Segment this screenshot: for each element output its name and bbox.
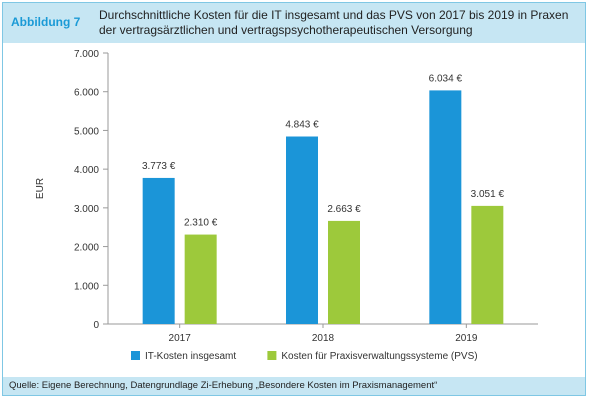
bar-chart: 0 1.000 2.000 3.000 4.000 5.000 6.000 7.000 EUR 3… — [35, 49, 538, 362]
x-tick-label: 2017 — [169, 333, 192, 344]
y-tick-label: 1.000 — [74, 281, 99, 292]
bar — [471, 205, 504, 324]
y-tick-label: 5.000 — [74, 126, 99, 137]
y-tick-label: 6.000 — [74, 88, 99, 99]
legend-swatch — [267, 351, 277, 360]
data-label: 6.034 € — [429, 73, 463, 84]
chart-area: 0 1.000 2.000 3.000 4.000 5.000 6.000 7.000 EUR 3… — [3, 43, 585, 379]
data-label: 2.663 € — [327, 204, 361, 215]
figure-header: Abbildung 7 Durchschnittliche Kosten für… — [3, 3, 585, 43]
bar — [286, 136, 318, 324]
data-label: 2.310 € — [184, 218, 218, 229]
y-tick-label: 0 — [93, 320, 99, 331]
y-tick-label: 2.000 — [74, 243, 99, 254]
y-axis-label: EUR — [35, 178, 46, 199]
figure-title: Durchschnittliche Kosten für die IT insg… — [99, 8, 569, 37]
legend-label: IT-Kosten insgesamt — [145, 351, 236, 362]
data-label: 3.773 € — [142, 161, 176, 172]
data-label: 4.843 € — [285, 120, 319, 131]
legend-label: Kosten für Praxisverwaltungssysteme (PVS… — [281, 351, 477, 362]
y-tick-label: 3.000 — [74, 204, 99, 215]
x-tick-label: 2018 — [312, 333, 335, 344]
y-tick-label: 7.000 — [74, 49, 99, 60]
x-tick-label: 2019 — [455, 333, 478, 344]
figure-frame: Abbildung 7 Durchschnittliche Kosten für… — [2, 2, 586, 396]
data-label: 3.051 € — [471, 189, 505, 200]
figure-footer: Quelle: Eigene Berechnung, Datengrundlag… — [3, 377, 585, 395]
source-note: Quelle: Eigene Berechnung, Datengrundlag… — [9, 380, 438, 391]
figure-label: Abbildung 7 — [11, 15, 81, 29]
legend-swatch — [131, 351, 140, 360]
bar — [184, 234, 217, 324]
bar — [328, 220, 360, 324]
bar — [142, 177, 175, 324]
bar — [429, 90, 462, 324]
y-tick-label: 4.000 — [74, 165, 99, 176]
